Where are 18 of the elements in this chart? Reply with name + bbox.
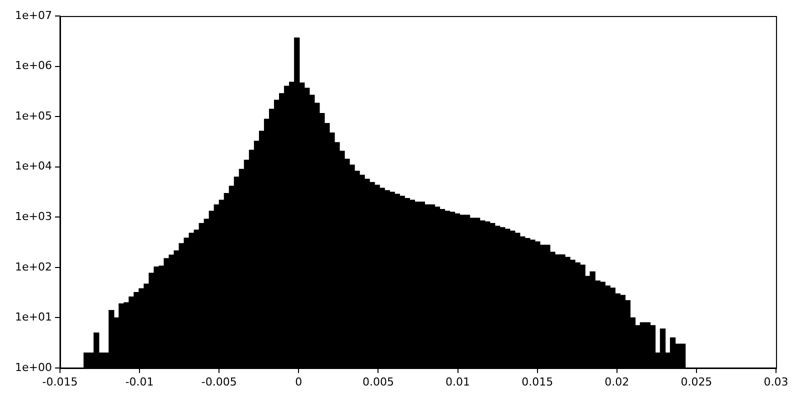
x-tick-label: 0 (295, 375, 302, 388)
y-tick-label: 1e+05 (15, 109, 52, 122)
y-tick-label: 1e+01 (15, 310, 52, 324)
x-tick-label: -0.015 (42, 375, 78, 388)
y-tick-label: 1e+07 (15, 8, 52, 22)
x-tick-label: 0.025 (680, 375, 712, 388)
x-tick-label: 0.01 (446, 375, 470, 388)
y-tick-label: 1e+04 (15, 160, 52, 173)
y-tick-label: 1e+00 (15, 360, 52, 374)
x-tick-label: 0.005 (362, 375, 394, 388)
x-tick-label: -0.005 (201, 375, 237, 388)
x-tick-label: -0.01 (125, 375, 154, 388)
y-tick-label: 1e+06 (15, 59, 52, 72)
x-tick-label: 0.015 (522, 375, 554, 388)
y-tick-label: 1e+02 (15, 260, 52, 274)
x-tick-label: 0.02 (604, 375, 630, 388)
x-tick-label: 0.03 (764, 375, 788, 388)
y-tick-label: 1e+03 (15, 210, 52, 223)
